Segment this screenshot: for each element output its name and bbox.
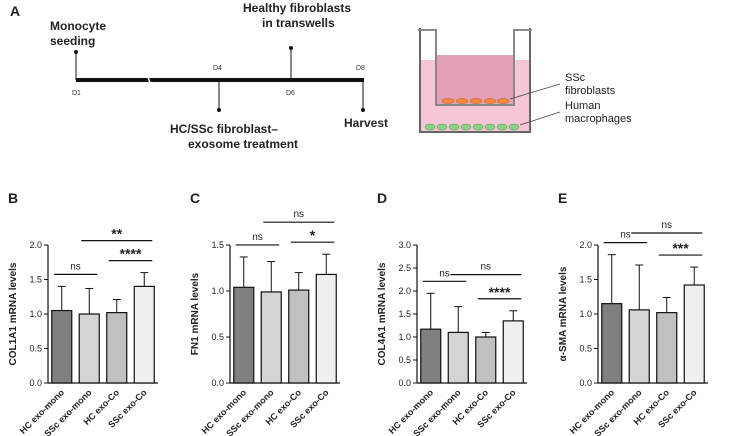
step-label: Harvest — [344, 116, 388, 130]
y-tick-label: 0.0 — [398, 378, 411, 388]
pin-head — [217, 108, 221, 112]
timeline-break — [147, 76, 151, 84]
y-tick-label: 0.0 — [211, 378, 224, 388]
illustration-label: SSc — [565, 72, 586, 84]
illustration-label: macrophages — [565, 113, 632, 125]
well — [419, 28, 531, 133]
x-tick-label: SSc exo-mono — [224, 387, 276, 436]
significance-label: ns — [480, 262, 491, 273]
bar — [601, 303, 623, 384]
bar — [475, 336, 497, 384]
y-axis-label: α-SMA mRNA levels — [558, 266, 569, 361]
y-tick-label: 2.0 — [29, 240, 42, 250]
y-tick-label: 3.0 — [398, 240, 411, 250]
y-tick-label: 1.5 — [579, 275, 592, 285]
step-label: Healthy fibroblasts — [243, 1, 351, 15]
bar — [447, 331, 469, 384]
day-label: D4 — [213, 65, 222, 72]
transwell-illustration — [418, 28, 561, 133]
y-tick-label: 0.5 — [579, 344, 592, 354]
significance-label: ** — [111, 226, 122, 242]
y-tick-label: 0.0 — [29, 378, 42, 388]
significance-label: ns — [70, 261, 81, 272]
bar — [288, 289, 310, 384]
day-label: D1 — [72, 90, 81, 97]
panel-letter: D — [377, 190, 387, 206]
insert-medium — [435, 55, 515, 105]
x-tick-label: SSc exo-mono — [411, 387, 463, 436]
significance-label: **** — [489, 284, 511, 300]
bar — [315, 273, 337, 384]
step-label: exosome treatment — [188, 137, 298, 151]
bar — [106, 312, 128, 384]
y-tick-label: 0.0 — [579, 378, 592, 388]
day-label: D6 — [286, 90, 295, 97]
significance-label: ns — [661, 220, 672, 231]
y-axis-label: COL4A1 mRNA levels — [377, 262, 388, 365]
bar — [683, 284, 705, 384]
insert — [418, 29, 532, 106]
panel-letter: A — [10, 3, 20, 19]
y-tick-label: 1.0 — [579, 309, 592, 319]
bar — [78, 313, 100, 384]
y-tick-label: 0.5 — [398, 355, 411, 365]
y-tick-label: 0.5 — [29, 344, 42, 354]
bar — [260, 291, 282, 384]
step-label: Monocyte — [50, 19, 106, 33]
bar — [233, 286, 255, 384]
pin-head — [289, 46, 293, 50]
bar — [502, 320, 524, 384]
bar — [656, 312, 678, 384]
y-tick-label: 0.5 — [211, 332, 224, 342]
illustration-label: fibroblasts — [565, 85, 616, 97]
y-tick-label: 1.5 — [398, 309, 411, 319]
y-tick-label: 1.0 — [398, 332, 411, 342]
pin-head — [74, 50, 78, 54]
panel-letter: C — [190, 190, 200, 206]
y-tick-label: 2.0 — [398, 286, 411, 296]
y-tick-label: 1.5 — [29, 275, 42, 285]
significance-label: ns — [252, 232, 263, 243]
significance-label: * — [310, 227, 316, 243]
bar — [420, 328, 442, 384]
panel-letter: E — [558, 190, 567, 206]
significance-label: **** — [120, 246, 142, 262]
day-label: D8 — [356, 65, 365, 72]
bar — [133, 285, 155, 384]
step-label: in transwells — [262, 16, 335, 30]
y-axis-label: COL1A1 mRNA levels — [8, 262, 19, 365]
x-tick-label: SSc exo-mono — [42, 387, 94, 436]
significance-label: *** — [672, 240, 689, 256]
bar — [628, 309, 650, 384]
significance-label: ns — [620, 230, 631, 241]
y-tick-label: 2.0 — [579, 240, 592, 250]
significance-label: ns — [439, 268, 450, 279]
y-tick-label: 2.5 — [398, 263, 411, 273]
bar — [51, 309, 73, 384]
y-tick-label: 1.0 — [29, 309, 42, 319]
step-label: HC/SSc fibroblast– — [170, 122, 278, 136]
x-tick-label: SSc exo-mono — [592, 387, 644, 436]
y-axis-label: FN1 mRNA levels — [190, 272, 201, 355]
illustration-label: Human — [565, 100, 600, 112]
y-tick-label: 1.0 — [211, 286, 224, 296]
step-label: seeding — [50, 34, 95, 48]
panel-letter: B — [8, 190, 18, 206]
y-tick-label: 1.5 — [211, 240, 224, 250]
significance-label: ns — [293, 209, 304, 220]
pin-head — [361, 108, 365, 112]
